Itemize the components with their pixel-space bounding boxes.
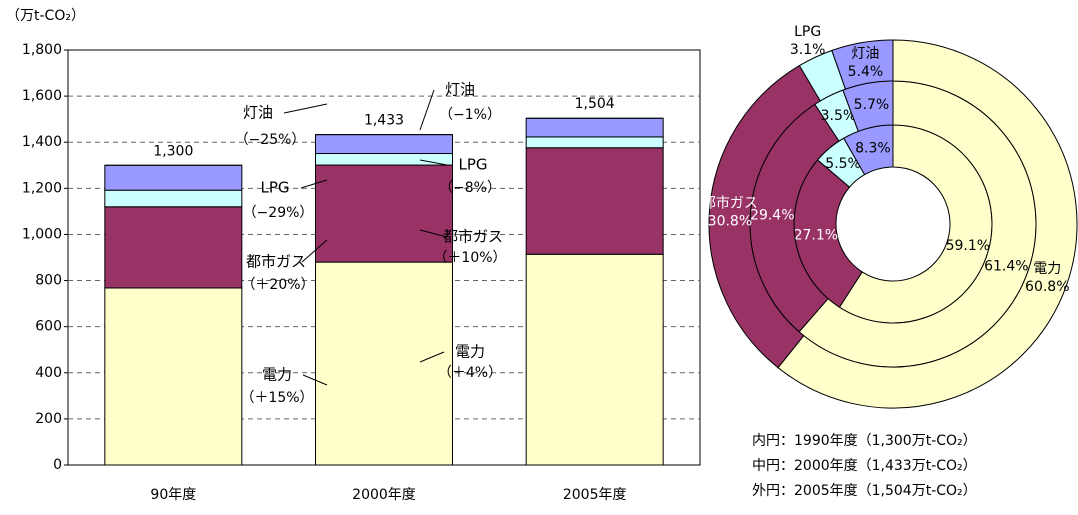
bar-segment	[315, 261, 453, 466]
annotation-note: （＋10%）	[433, 250, 506, 266]
annotation-label: 灯油	[243, 104, 273, 122]
leader-line	[283, 103, 328, 114]
leader-line	[419, 229, 448, 238]
leader-line	[419, 159, 448, 166]
bar-segment	[525, 136, 664, 149]
donut-slice	[777, 39, 1078, 409]
bar-segment	[104, 164, 243, 191]
annotation-label: 都市ガス	[246, 253, 306, 271]
annotation-note: （−8%）	[439, 180, 501, 196]
ring-legend: 外円：2005年度（1,504万t-CO₂）	[752, 483, 977, 499]
annotation-note: （−1%）	[439, 107, 501, 123]
ring-legend: 中円：2000年度（1,433万t-CO₂）	[752, 458, 977, 474]
y-tick-label: 1,200	[22, 180, 62, 196]
y-tick-label: 200	[35, 411, 62, 427]
x-tick-label: 2005年度	[563, 487, 627, 503]
annotation-note: （−29%）	[243, 205, 314, 221]
total-label: 1,504	[575, 96, 615, 112]
annotation-note: （−25%）	[235, 132, 306, 148]
annotation-note: （＋4%）	[438, 365, 502, 381]
bar-segment	[525, 117, 664, 138]
slice-label: 3.5%	[821, 108, 857, 124]
bar-segment	[525, 147, 664, 255]
total-label: 1,433	[364, 113, 404, 129]
slice-label: 59.1%	[946, 238, 990, 254]
leader-line	[300, 179, 328, 189]
x-tick-label: 2000年度	[352, 487, 416, 503]
slice-label: 5.7%	[854, 97, 890, 113]
bar-segment	[315, 134, 453, 155]
leader-line	[301, 239, 328, 263]
annotation-label: LPG	[260, 179, 289, 197]
y-tick-label: 1,800	[22, 42, 62, 58]
y-tick-label: 1,600	[22, 88, 62, 104]
annotation-label: 電力	[455, 343, 485, 361]
donut-slice	[831, 39, 894, 90]
bar-segment	[104, 206, 243, 289]
slice-label: 30.8%	[708, 213, 752, 229]
slice-label: 8.3%	[855, 141, 891, 157]
category-label: 電力	[1033, 261, 1061, 277]
ring-legend: 内円：1990年度（1,300万t-CO₂）	[752, 433, 977, 449]
y-tick-label: 1,000	[22, 226, 62, 242]
slice-label: 29.4%	[750, 208, 794, 224]
leader-line	[419, 89, 435, 131]
bar-segment	[315, 153, 453, 166]
slice-label: 60.8%	[1025, 279, 1069, 295]
slice-label: 27.1%	[794, 227, 838, 243]
total-label: 1,300	[153, 143, 193, 159]
slice-label: 61.4%	[984, 258, 1028, 274]
x-tick-label: 90年度	[150, 487, 196, 503]
slice-label: 5.5%	[825, 156, 861, 172]
annotation-label: 灯油	[445, 81, 475, 99]
annotation-note: （＋15%）	[240, 390, 313, 406]
leader-line	[302, 374, 328, 386]
y-tick-label: 600	[35, 319, 62, 335]
annotation-note: （＋20%）	[241, 277, 314, 293]
y-tick-label: 800	[35, 273, 62, 289]
y-tick-label: 0	[53, 457, 62, 473]
category-label: 都市ガス	[702, 194, 758, 211]
y-axis-label: （万t-CO₂）	[6, 8, 85, 24]
annotation-label: 電力	[262, 366, 292, 384]
bar-segment	[525, 253, 664, 466]
category-label: LPG	[794, 24, 821, 40]
annotation-label: LPG	[458, 156, 487, 174]
y-tick-label: 400	[35, 365, 62, 381]
category-label: 灯油	[851, 46, 879, 62]
leader-line	[419, 351, 445, 363]
bar-segment	[315, 164, 453, 263]
slice-label: 5.4%	[848, 64, 884, 80]
annotation-label: 都市ガス	[443, 228, 503, 246]
slice-label: 3.1%	[790, 42, 826, 58]
bar-segment	[104, 287, 243, 466]
y-tick-label: 1,400	[22, 134, 62, 150]
bar-segment	[104, 189, 243, 208]
